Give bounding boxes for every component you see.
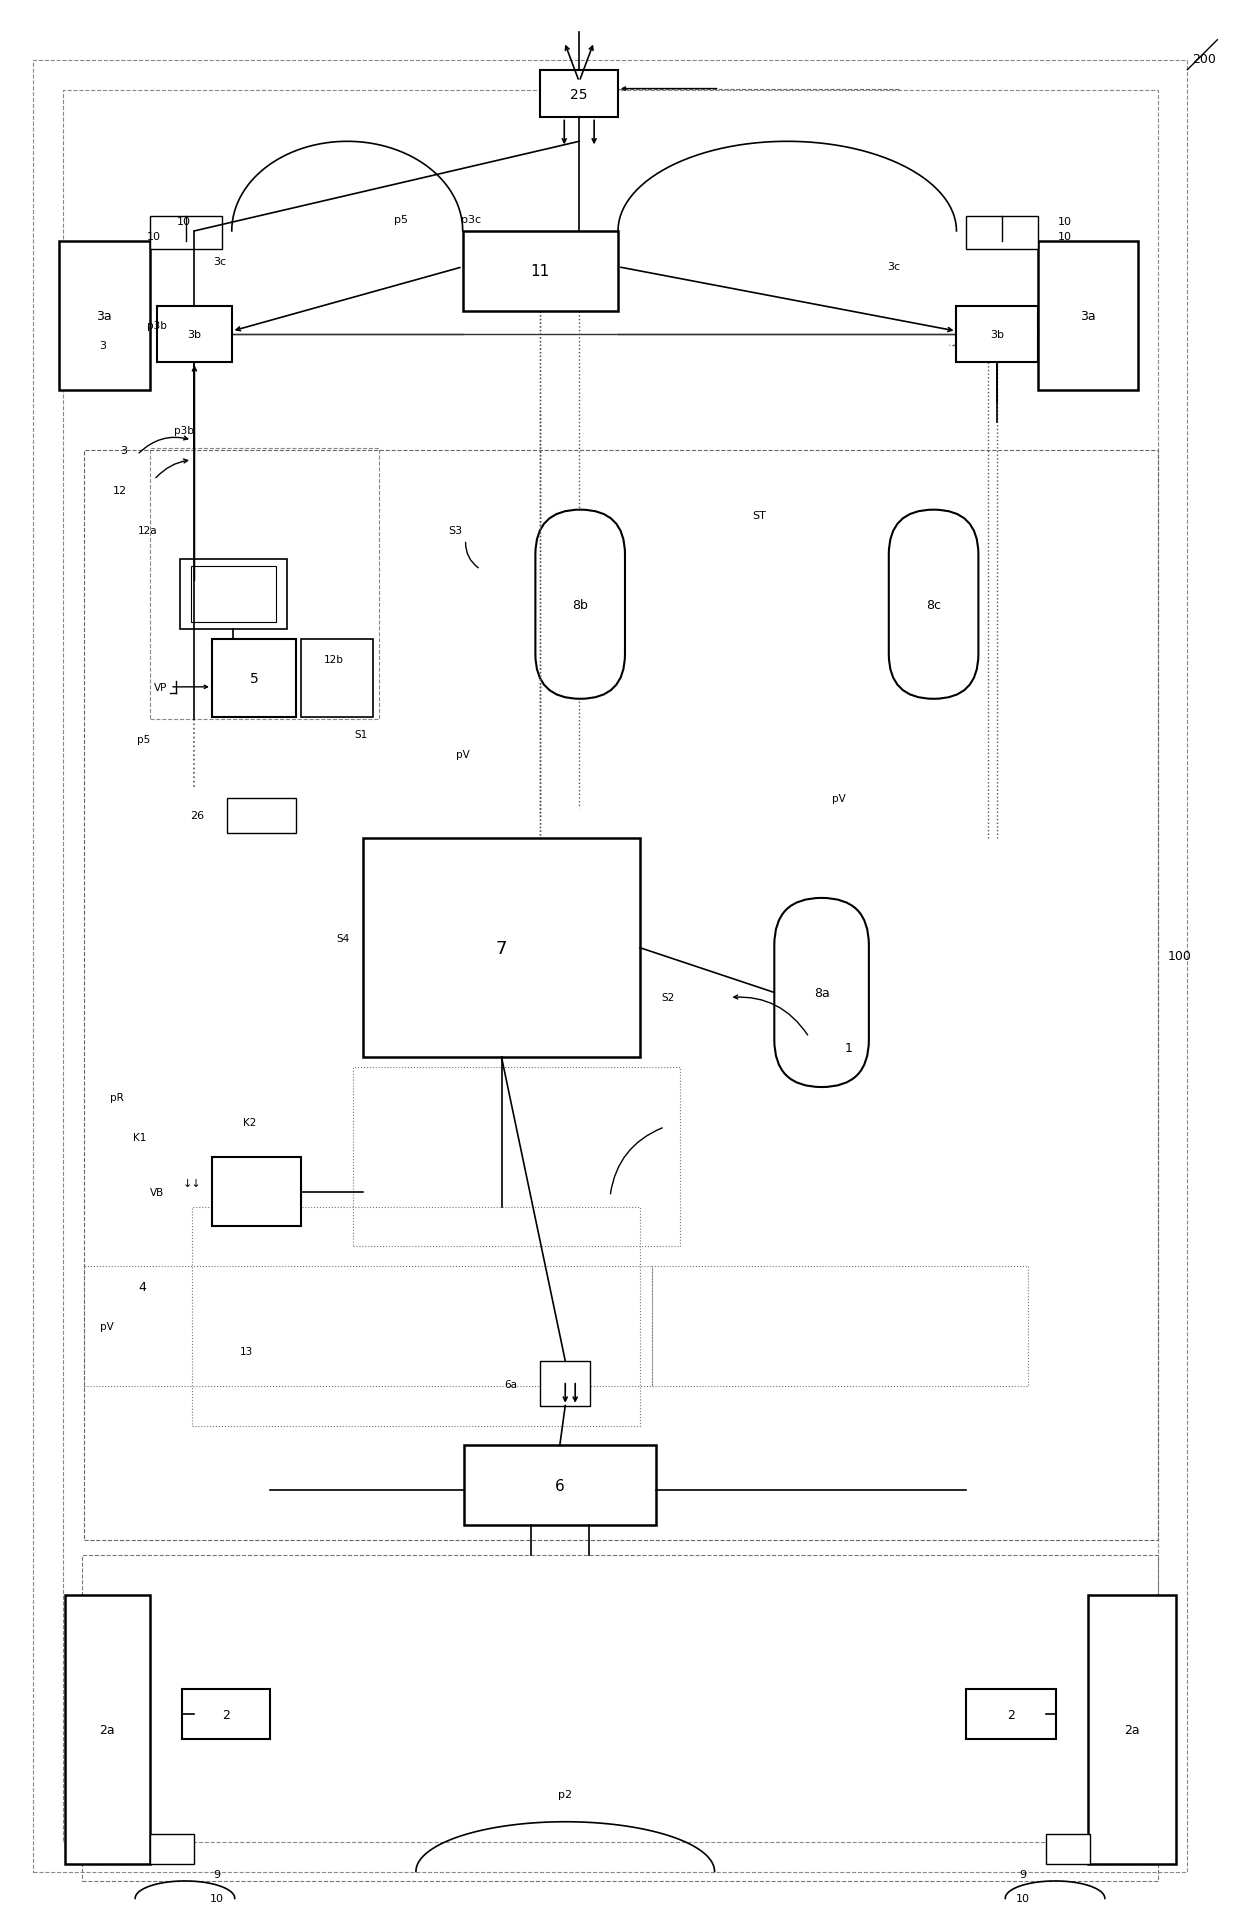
Bar xyxy=(180,561,286,629)
Bar xyxy=(58,242,150,391)
Bar xyxy=(191,566,275,624)
Bar xyxy=(84,1266,652,1386)
Bar xyxy=(966,1690,1056,1739)
Bar xyxy=(1047,1835,1090,1863)
Text: 3a: 3a xyxy=(97,309,112,322)
Text: 6: 6 xyxy=(554,1478,564,1493)
Bar xyxy=(182,1690,269,1739)
Bar xyxy=(227,799,296,833)
Text: 10: 10 xyxy=(177,217,191,227)
Bar xyxy=(192,1207,640,1426)
Text: 5: 5 xyxy=(249,671,258,685)
Text: 10: 10 xyxy=(210,1894,223,1903)
Text: 12a: 12a xyxy=(138,524,157,536)
Bar xyxy=(150,217,222,250)
Bar xyxy=(1038,242,1137,391)
Bar xyxy=(363,839,640,1058)
Text: p5: p5 xyxy=(394,215,408,225)
Text: 3b: 3b xyxy=(187,330,201,339)
Text: 4: 4 xyxy=(138,1280,146,1293)
Text: p3b: p3b xyxy=(148,320,167,332)
Text: 100: 100 xyxy=(1168,950,1192,963)
Text: p3c: p3c xyxy=(460,215,481,225)
Bar xyxy=(84,450,1158,1541)
Text: K1: K1 xyxy=(134,1133,146,1142)
Bar xyxy=(541,1362,590,1405)
Text: 3: 3 xyxy=(120,446,128,456)
Bar xyxy=(150,448,379,719)
Text: pV: pV xyxy=(832,793,846,805)
Text: 3a: 3a xyxy=(1080,309,1096,322)
Text: ↓↓: ↓↓ xyxy=(182,1179,201,1188)
Text: p2: p2 xyxy=(558,1789,573,1798)
Bar xyxy=(353,1068,680,1247)
Text: 10: 10 xyxy=(1058,217,1073,227)
Text: 10: 10 xyxy=(148,233,161,242)
Text: 13: 13 xyxy=(241,1346,253,1356)
Text: 9: 9 xyxy=(1019,1869,1027,1878)
Text: 26: 26 xyxy=(190,810,203,820)
Bar xyxy=(301,639,373,717)
Text: 11: 11 xyxy=(531,263,551,278)
Text: 2: 2 xyxy=(1007,1709,1016,1720)
FancyBboxPatch shape xyxy=(774,898,869,1087)
Text: K2: K2 xyxy=(243,1118,257,1127)
Text: 3b: 3b xyxy=(991,330,1004,339)
Text: 12: 12 xyxy=(113,486,128,496)
Bar xyxy=(157,307,232,362)
Text: VP: VP xyxy=(154,683,167,692)
Bar xyxy=(463,233,618,311)
Text: 12b: 12b xyxy=(324,654,343,666)
Text: 25: 25 xyxy=(570,88,588,101)
FancyBboxPatch shape xyxy=(536,511,625,700)
Text: S4: S4 xyxy=(336,933,350,944)
Text: 1: 1 xyxy=(844,1041,853,1055)
Bar xyxy=(64,1594,150,1863)
Text: 10: 10 xyxy=(1017,1894,1030,1903)
Text: 2: 2 xyxy=(222,1709,229,1720)
Bar xyxy=(82,1554,1158,1882)
Bar xyxy=(1087,1594,1176,1863)
Text: pV: pV xyxy=(456,749,470,759)
Text: 10: 10 xyxy=(1058,233,1073,242)
FancyBboxPatch shape xyxy=(889,511,978,700)
Text: 200: 200 xyxy=(1193,53,1216,65)
Text: p3b: p3b xyxy=(174,425,193,437)
Text: ST: ST xyxy=(753,511,766,521)
Text: p5: p5 xyxy=(136,734,150,744)
Text: 9: 9 xyxy=(213,1869,221,1878)
Text: 8a: 8a xyxy=(813,986,830,999)
Text: 2a: 2a xyxy=(1123,1722,1140,1735)
Text: 2a: 2a xyxy=(99,1722,115,1735)
Text: 3c: 3c xyxy=(887,261,900,271)
Text: S1: S1 xyxy=(355,728,368,740)
Text: 8c: 8c xyxy=(926,599,941,612)
Bar xyxy=(212,639,296,717)
Bar xyxy=(212,1158,301,1226)
Text: S3: S3 xyxy=(449,524,463,536)
Bar xyxy=(541,71,618,118)
Bar xyxy=(150,1835,193,1863)
Bar xyxy=(464,1446,656,1526)
Text: 3: 3 xyxy=(99,341,105,351)
Text: 7: 7 xyxy=(496,938,507,957)
Text: S2: S2 xyxy=(661,994,675,1003)
Bar xyxy=(966,217,1038,250)
Bar xyxy=(956,307,1038,362)
Bar xyxy=(62,90,1158,1842)
Text: 3c: 3c xyxy=(213,257,227,267)
Bar xyxy=(652,1266,1028,1386)
Text: 8b: 8b xyxy=(572,599,588,612)
Text: 6a: 6a xyxy=(503,1379,517,1388)
Text: pR: pR xyxy=(110,1093,124,1102)
Text: VB: VB xyxy=(150,1186,164,1198)
Text: pV: pV xyxy=(100,1322,114,1331)
